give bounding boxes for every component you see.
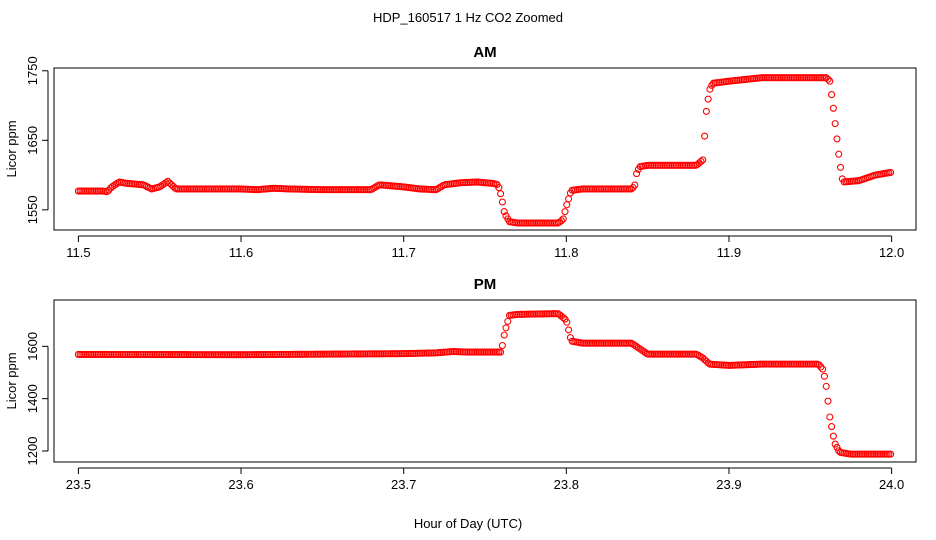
pm-data-point <box>498 341 506 350</box>
am-data-point <box>699 156 707 164</box>
pm-data-point <box>819 365 827 373</box>
am-data-point <box>701 132 709 140</box>
am-data-point <box>836 163 845 171</box>
am-x-tick-label: 12.0 <box>879 245 904 260</box>
pm-data-point <box>565 326 573 334</box>
pm-x-tick-label: 23.5 <box>66 477 91 492</box>
pm-data-point <box>826 413 834 421</box>
pm-data-point <box>887 450 895 458</box>
pm-data-point <box>497 348 505 356</box>
pm-data-point <box>815 361 823 369</box>
am-data-point <box>704 95 712 103</box>
am-y-axis: 1550 1650 1750 <box>25 56 49 224</box>
am-data-point <box>828 91 836 99</box>
pm-x-axis: 23.5 23.6 23.7 23.8 23.9 24.0 <box>66 467 904 492</box>
pm-x-tick-label: 23.9 <box>716 477 741 492</box>
am-data-point <box>495 184 503 192</box>
am-data-point <box>829 104 837 112</box>
pm-data-point <box>828 423 836 431</box>
am-data-point <box>497 190 505 198</box>
pm-data-point <box>820 372 828 380</box>
am-y-axis-label: Licor ppm <box>4 120 19 177</box>
am-data-point <box>563 201 571 209</box>
pm-x-tick-label: 23.6 <box>228 477 253 492</box>
am-data-point <box>706 85 714 93</box>
am-data-point <box>103 188 111 196</box>
am-y-tick-label: 1650 <box>25 126 40 155</box>
pm-data-point <box>822 382 830 390</box>
pm-data-point <box>817 363 825 371</box>
pm-y-tick-label: 1200 <box>25 437 40 466</box>
am-data-point <box>565 195 573 203</box>
pm-data-point <box>824 397 832 405</box>
pm-y-axis-label: Licor ppm <box>4 352 19 409</box>
pm-data-point <box>629 340 637 348</box>
am-data-point <box>627 185 635 193</box>
pm-data-point <box>559 314 567 322</box>
pm-data-point <box>566 334 574 342</box>
am-data-point <box>559 215 567 223</box>
am-data-point <box>826 77 834 85</box>
pm-data-point <box>829 432 837 440</box>
pm-data-point <box>502 324 510 332</box>
pm-x-tick-label: 23.7 <box>391 477 416 492</box>
pm-data-point <box>831 440 839 448</box>
am-data-point <box>631 181 639 189</box>
am-data-point <box>697 157 705 165</box>
pm-data-point <box>833 443 841 451</box>
am-data-point <box>561 208 569 216</box>
am-x-tick-label: 11.5 <box>66 245 90 260</box>
am-data-point <box>824 75 832 83</box>
am-data-point <box>833 135 841 143</box>
am-panel: AM Licor ppm 11.5 11.6 11.7 11.8 11.9 12.0 15… <box>4 44 917 260</box>
figure-title: HDP_160517 1 Hz CO2 Zoomed <box>373 10 563 25</box>
am-x-tick-label: 11.6 <box>229 245 253 260</box>
am-data-point <box>835 150 843 158</box>
pm-data-point <box>563 318 571 326</box>
am-x-tick-label: 11.9 <box>717 245 741 260</box>
am-data-point <box>500 208 508 216</box>
pm-data-point <box>500 331 508 339</box>
pm-y-tick-label: 1400 <box>25 384 40 413</box>
am-x-tick-label: 11.8 <box>554 245 578 260</box>
pm-data-point <box>504 317 512 325</box>
am-data-point <box>557 217 565 225</box>
am-data-point <box>887 168 895 177</box>
x-axis-label: Hour of Day (UTC) <box>414 516 522 531</box>
pm-x-tick-label: 23.8 <box>554 477 579 492</box>
am-data-point <box>702 107 710 115</box>
am-data-point <box>633 170 641 178</box>
am-data-point <box>831 120 839 128</box>
pm-data-points <box>74 310 895 458</box>
pm-panel-title: PM <box>474 276 497 293</box>
pm-plot-frame <box>53 299 917 463</box>
pm-x-tick-label: 24.0 <box>879 477 904 492</box>
pm-y-axis: 1200 1400 1600 <box>25 332 49 466</box>
am-y-tick-label: 1750 <box>25 56 40 85</box>
pm-y-tick-label: 1600 <box>25 332 40 361</box>
am-x-tick-label: 11.7 <box>392 245 416 260</box>
am-data-points <box>74 74 895 227</box>
am-x-axis: 11.5 11.6 11.7 11.8 11.9 12.0 <box>66 235 904 260</box>
am-y-tick-label: 1550 <box>25 195 40 224</box>
pm-data-point <box>631 341 639 349</box>
am-plot-frame <box>53 67 917 231</box>
am-data-point <box>498 198 506 206</box>
am-panel-title: AM <box>473 44 496 61</box>
pm-panel: PM Licor ppm 23.5 23.6 23.7 23.8 23.9 24.0 12… <box>4 276 917 492</box>
